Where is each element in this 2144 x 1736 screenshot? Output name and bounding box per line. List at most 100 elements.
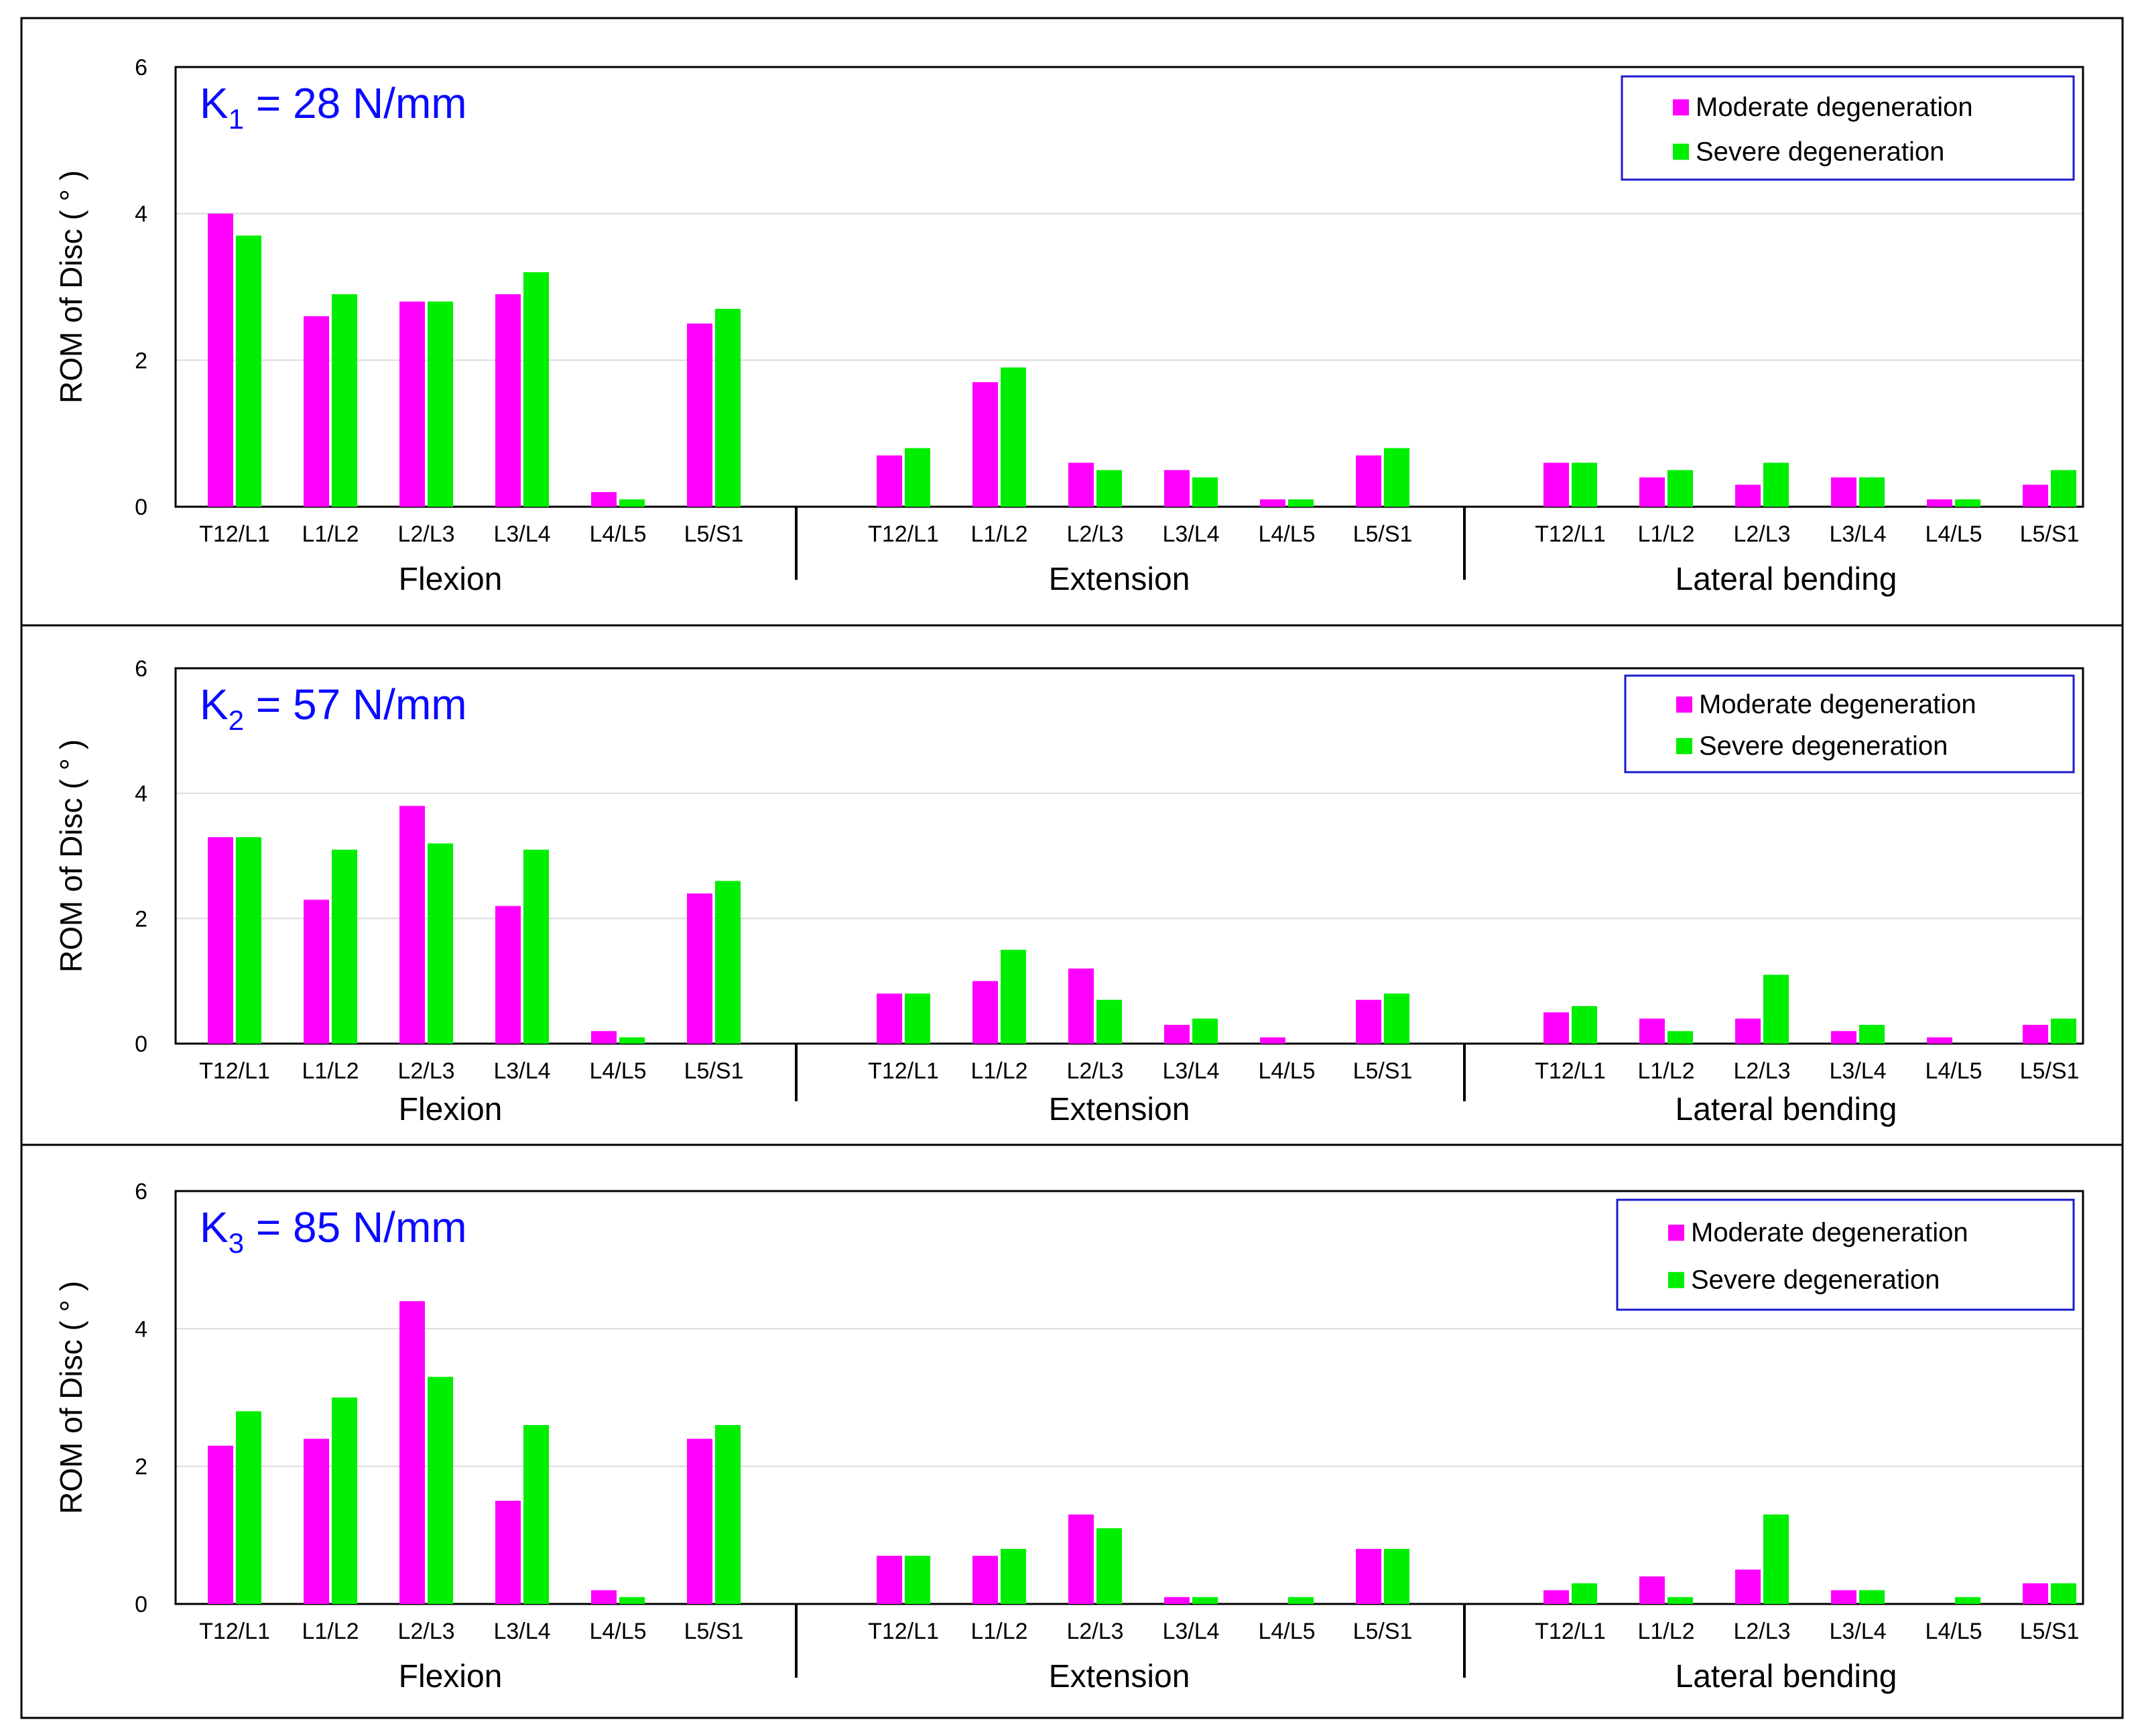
x-tick-label: L2/L3 [1733,1058,1790,1084]
y-tick-label: 2 [135,906,147,932]
x-tick-label: L3/L4 [1829,521,1886,547]
bar-moderate [1927,1037,1952,1044]
group-label: Lateral bending [1676,1092,1897,1127]
bar-moderate [208,213,233,507]
legend-box [1616,1198,2075,1311]
bar-moderate [2023,485,2048,507]
bar-moderate [1831,1031,1856,1044]
x-tick-label: L4/L5 [1925,1058,1982,1084]
bar-moderate [972,1556,998,1604]
bar-severe [1001,1548,1026,1604]
bar-severe [236,837,261,1044]
x-tick-label: L2/L3 [397,1619,454,1644]
legend: Moderate degeneration Severe degeneration [1616,1198,2075,1311]
x-tick-label: L5/S1 [1353,1058,1413,1084]
bar-severe [905,1556,930,1604]
x-tick-label: L3/L4 [1162,1619,1219,1644]
x-tick-label: L3/L4 [1829,1058,1886,1084]
bar-moderate [1543,1012,1569,1044]
legend-box [1624,674,2075,773]
bar-moderate [1639,477,1665,507]
bar-moderate [1831,477,1856,507]
legend-label-severe: Severe degeneration [1696,137,1944,166]
bar-severe [1384,448,1409,507]
x-tick-label: L1/L2 [302,1058,359,1084]
bar-moderate [877,1556,902,1604]
bar-moderate [208,837,233,1044]
bar-moderate [687,893,712,1044]
legend-swatch-moderate [1673,99,1689,116]
bar-severe [1763,1514,1789,1604]
legend-swatch-severe [1668,1272,1684,1288]
y-axis-label: ROM of Disc ( ° ) [54,170,88,404]
bar-severe [905,448,930,507]
bar-moderate [1164,1597,1190,1604]
plot-frame [174,667,2084,1045]
bar-moderate [972,981,998,1044]
bar-severe [332,294,357,507]
x-tick-label: L4/L5 [589,1619,646,1644]
y-tick-label: 6 [135,656,147,682]
x-tick-label: T12/L1 [1535,521,1606,547]
x-tick-label: L3/L4 [1162,521,1219,547]
bar-severe [523,849,549,1044]
bar-moderate [1831,1590,1856,1604]
y-tick-label: 6 [135,1179,147,1204]
x-tick-label: L5/S1 [2020,1619,2080,1644]
bar-moderate [1164,470,1190,507]
x-tick-label: L5/S1 [2020,1058,2080,1084]
group-label: Extension [1049,1659,1190,1694]
bar-moderate [1543,462,1569,507]
x-tick-label: L2/L3 [1733,521,1790,547]
x-tick-label: L2/L3 [1066,1058,1123,1084]
bar-moderate [877,993,902,1044]
legend-label-moderate: Moderate degeneration [1699,690,1976,719]
legend-swatch-moderate [1676,696,1692,713]
x-tick-label: L1/L2 [1637,1619,1694,1644]
bar-severe [2051,470,2076,507]
group-label: Flexion [399,562,503,597]
bar-severe [428,301,453,507]
legend-label-moderate: Moderate degeneration [1696,92,1973,122]
panel-title: K2 = 57 N/mm [200,680,467,736]
bar-moderate [304,316,329,507]
title-subscript: 1 [229,103,244,135]
group-label: Lateral bending [1676,1659,1897,1694]
bar-severe [1763,975,1789,1044]
bar-severe [2051,1583,2076,1604]
bar-moderate [1639,1576,1665,1604]
bar-severe [905,993,930,1044]
bar-severe [1859,477,1885,507]
legend-box [1621,75,2075,181]
y-tick-label: 4 [135,782,147,807]
x-tick-label: L3/L4 [493,1058,550,1084]
x-tick-label: T12/L1 [199,1619,270,1644]
y-tick-label: 2 [135,1454,147,1480]
x-tick-label: L3/L4 [493,521,550,547]
bar-severe [715,881,741,1044]
bar-severe [236,235,261,507]
title-k: K [200,1203,229,1251]
bar-moderate [1068,462,1094,507]
bar-moderate [1068,969,1094,1044]
bar-moderate [399,1301,425,1604]
bar-moderate [1639,1018,1665,1044]
bar-severe [1384,1548,1409,1604]
bar-severe [1667,470,1693,507]
bar-severe [619,1597,645,1604]
bar-severe [332,1398,357,1604]
bar-moderate [1164,1025,1190,1044]
bar-moderate [1927,499,1952,507]
x-tick-label: L1/L2 [1637,521,1694,547]
bar-severe [715,1425,741,1604]
x-tick-label: T12/L1 [199,521,270,547]
group-label: Extension [1049,562,1190,597]
legend-swatch-severe [1676,738,1692,755]
y-tick-label: 6 [135,55,147,80]
bar-severe [428,843,453,1044]
bar-severe [1859,1025,1885,1044]
bar-severe [2051,1018,2076,1044]
bar-moderate [1068,1514,1094,1604]
x-tick-label: L2/L3 [1066,521,1123,547]
